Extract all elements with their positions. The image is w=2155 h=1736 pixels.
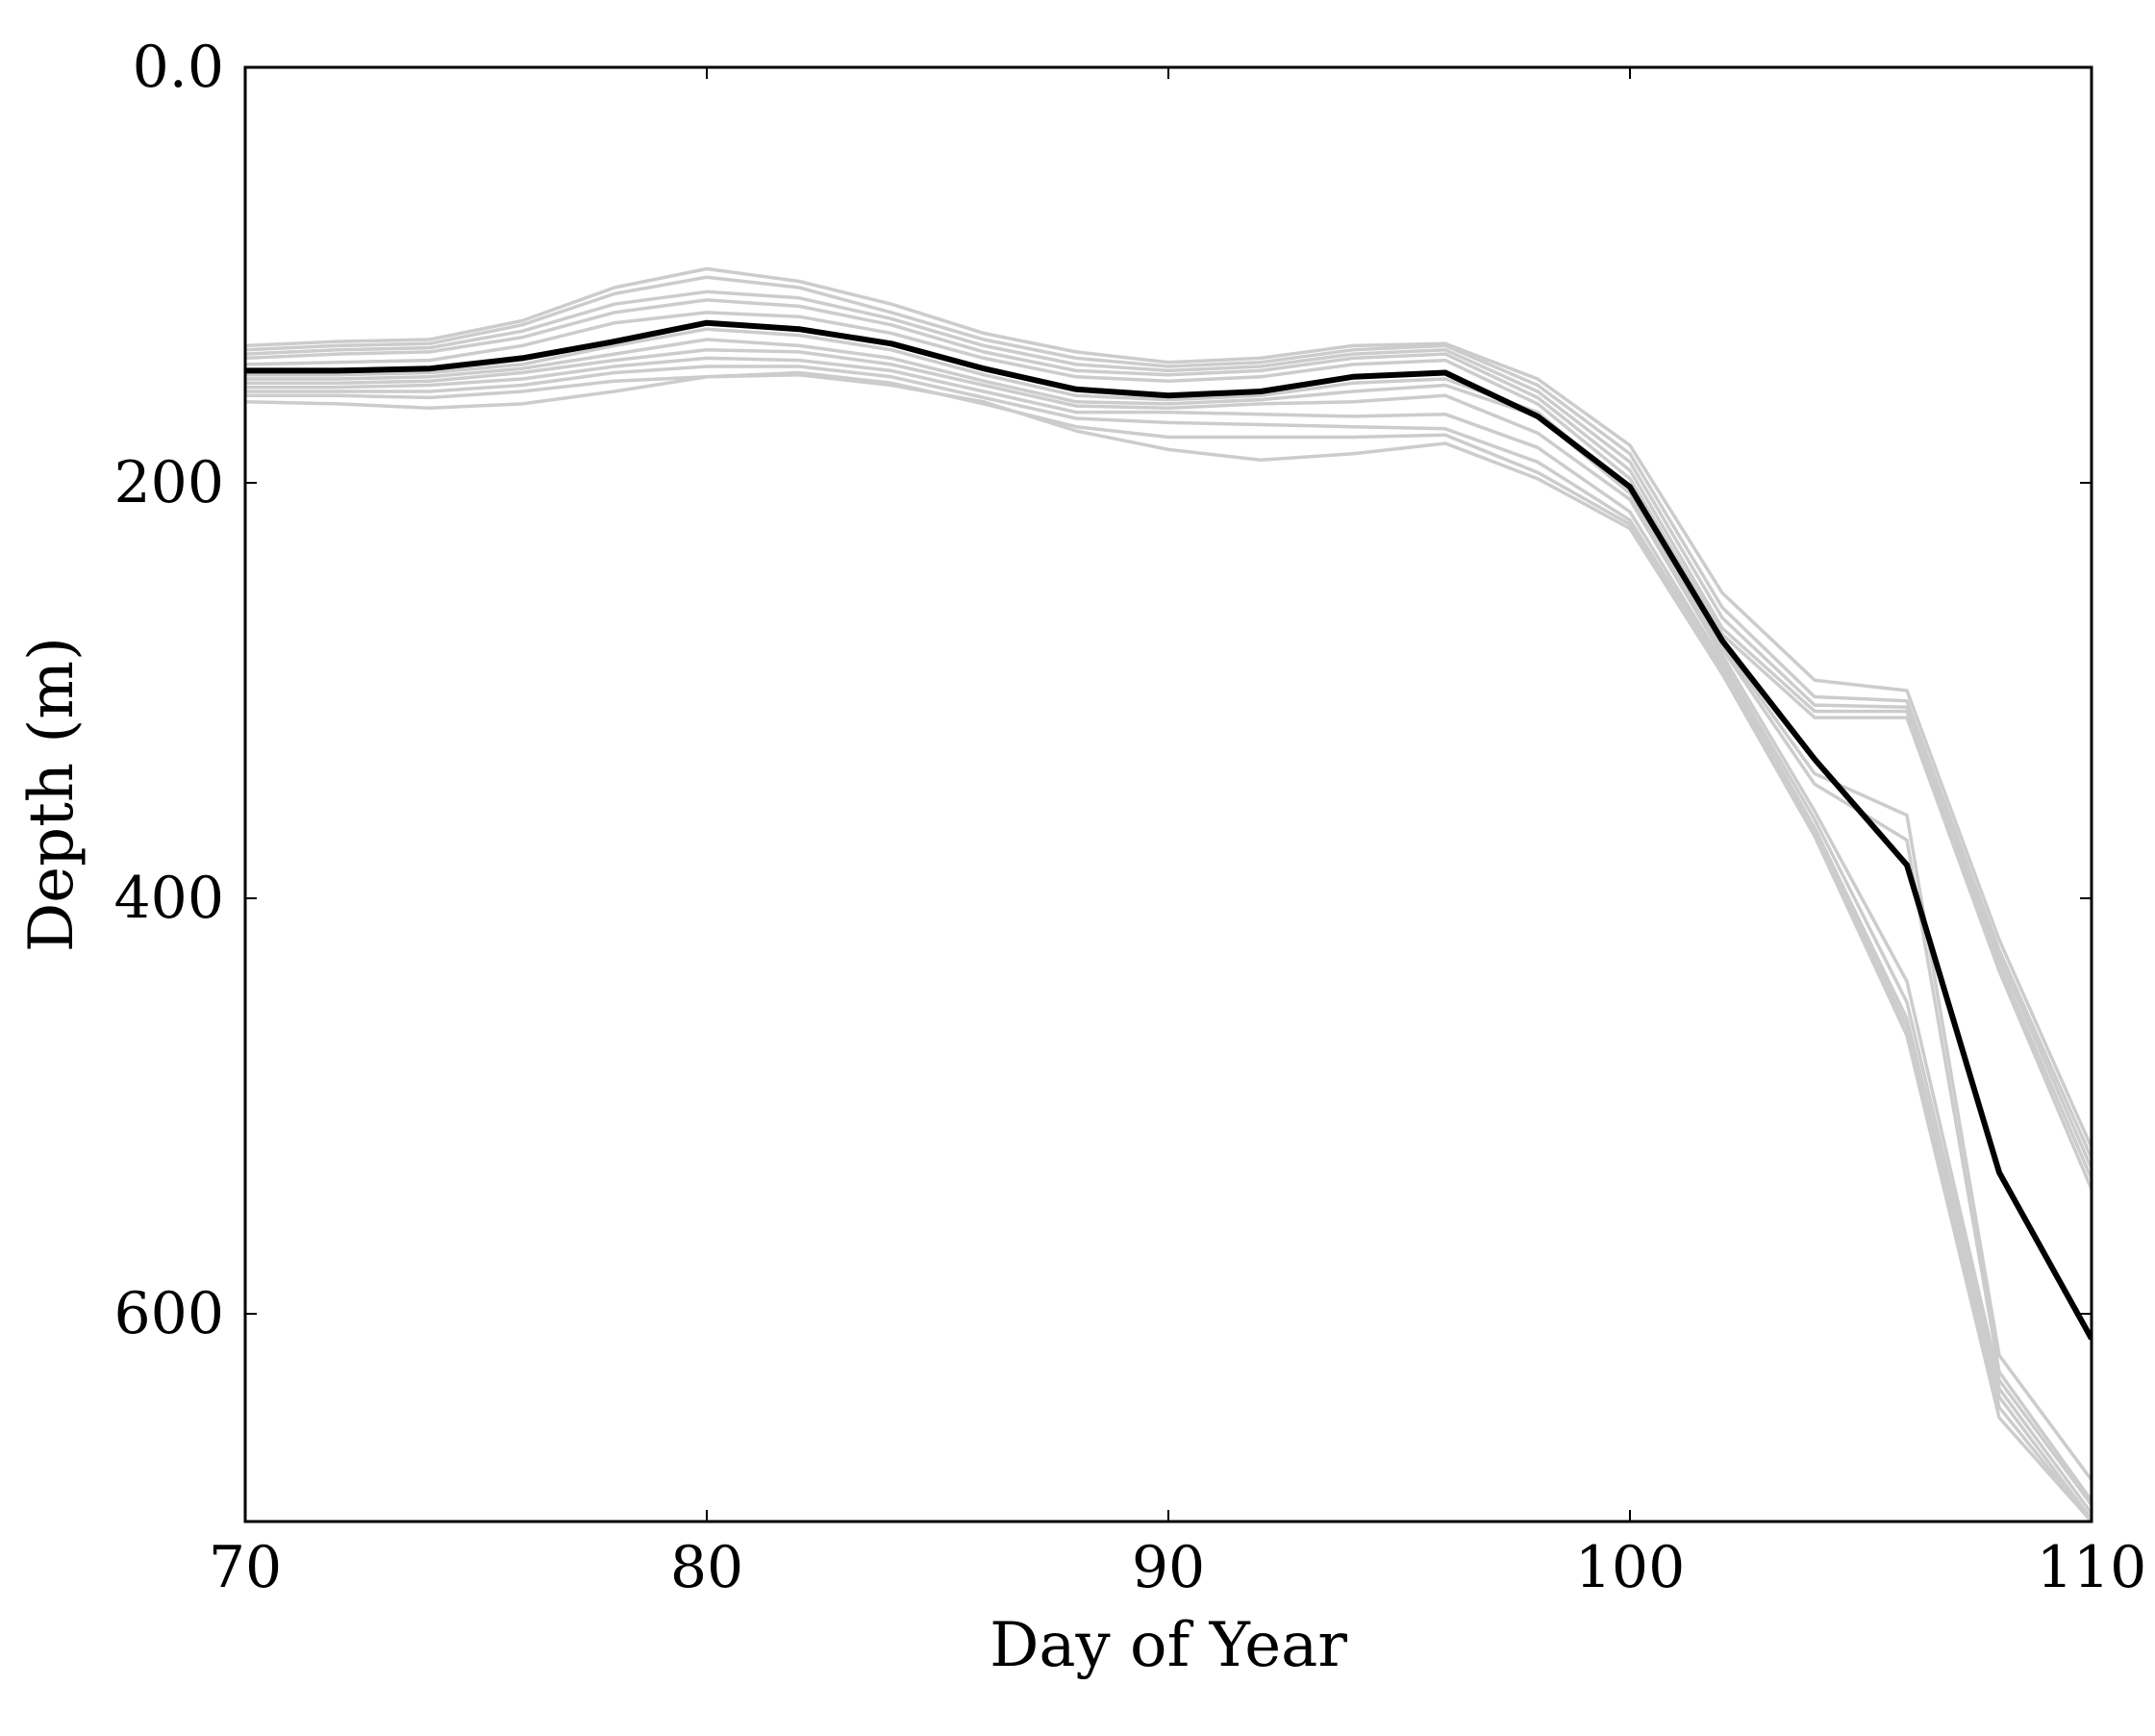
x-tick-label-80: 80 — [670, 1534, 743, 1601]
ensemble-series-line-7 — [245, 338, 2092, 1502]
x-axis-label: Day of Year — [990, 1610, 1347, 1681]
x-tick-label-100: 100 — [1575, 1534, 1686, 1601]
ensemble-series-line-8 — [245, 348, 2092, 1506]
ensemble-series-line-10 — [245, 365, 2092, 1521]
ensemble-series-line-9 — [245, 356, 2092, 1515]
ensemble-series-line-2 — [245, 275, 2092, 1159]
ticks-group: 70 80 90 100 110 0.0 200 400 600 — [113, 34, 2146, 1601]
x-tick-label-110: 110 — [2037, 1534, 2147, 1601]
y-tick-label-600: 600 — [113, 1280, 224, 1347]
ensemble-series-line-3 — [245, 289, 2092, 1170]
ensemble-series-line-5 — [245, 311, 2092, 1191]
y-axis-label: Depth (m) — [16, 637, 88, 952]
y-tick-label-200: 200 — [113, 449, 224, 516]
x-tick-label-90: 90 — [1132, 1534, 1205, 1601]
y-tick-label-400: 400 — [113, 865, 224, 932]
x-tick-label-70: 70 — [209, 1534, 282, 1601]
ensemble-series-line-1 — [245, 266, 2092, 1148]
series-group — [245, 266, 2092, 1522]
ensemble-series-line-6 — [245, 327, 2092, 1481]
ensemble-series-line-12 — [245, 372, 2092, 1522]
ensemble-series-line-4 — [245, 298, 2092, 1180]
ensemble-series-line-11 — [245, 370, 2092, 1522]
y-tick-label-0: 0.0 — [133, 34, 224, 101]
mean-series-line — [245, 319, 2092, 1341]
plot-frame — [243, 65, 2093, 1523]
